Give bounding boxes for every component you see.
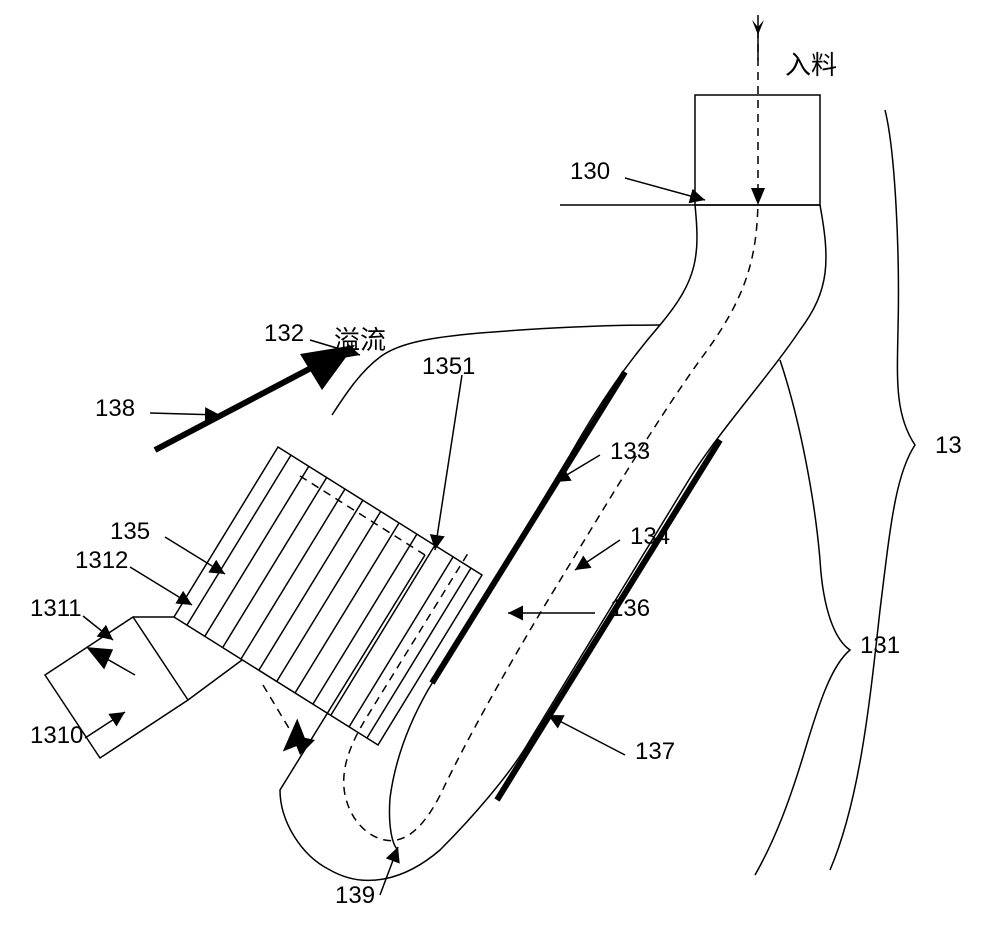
diagram-canvas bbox=[0, 0, 1000, 945]
label-overflow: 溢流 bbox=[334, 320, 386, 357]
label-131: 131 bbox=[860, 632, 900, 660]
leaders bbox=[83, 178, 705, 895]
thick-138 bbox=[155, 357, 332, 450]
label-136: 136 bbox=[610, 595, 650, 623]
label-1311: 1311 bbox=[30, 595, 82, 623]
screen-135 bbox=[174, 447, 482, 745]
flow-arrowheads bbox=[278, 15, 765, 755]
label-1312: 1312 bbox=[75, 547, 128, 575]
label-feed: 入料 bbox=[785, 45, 837, 82]
label-1310: 1310 bbox=[30, 722, 83, 750]
label-135: 135 bbox=[110, 518, 150, 546]
label-137: 137 bbox=[635, 738, 675, 766]
label-134: 134 bbox=[630, 523, 670, 551]
label-139: 139 bbox=[335, 882, 375, 910]
brace-13 bbox=[830, 110, 915, 870]
label-138: 138 bbox=[95, 395, 135, 423]
label-13: 13 bbox=[935, 432, 962, 460]
label-133: 133 bbox=[610, 438, 650, 466]
label-132: 132 bbox=[264, 320, 304, 348]
arrow-1311 bbox=[88, 648, 135, 675]
label-130: 130 bbox=[570, 158, 610, 186]
brace-131 bbox=[755, 360, 850, 875]
label-1351: 1351 bbox=[422, 353, 475, 381]
